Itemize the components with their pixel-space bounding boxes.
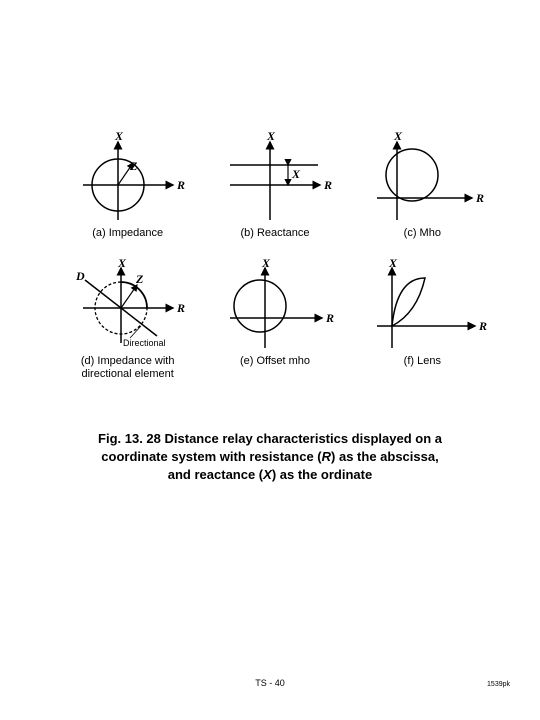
- subplot-c: X R (c) Mho: [355, 130, 490, 240]
- y-axis-label: X: [117, 258, 127, 270]
- figure-caption: Fig. 13. 28 Distance relay characteristi…: [40, 430, 500, 485]
- subplot-caption: (b) Reactance: [240, 227, 309, 240]
- caption-text: and reactance (: [168, 467, 263, 482]
- caption-text: coordinate system with resistance (: [101, 449, 321, 464]
- caption-text: Distance relay characteristics displayed…: [165, 431, 442, 446]
- subplot-b: X X R (b) Reactance: [207, 130, 342, 240]
- x-dist-label: X: [291, 167, 301, 181]
- mho-diagram: X R: [357, 130, 487, 225]
- x-axis-label: R: [475, 191, 484, 205]
- caption-text: ) as the ordinate: [272, 467, 372, 482]
- subplot-caption: (e) Offset mho: [240, 355, 310, 368]
- y-axis-label: X: [261, 258, 271, 270]
- caption-x: X: [263, 467, 272, 482]
- subplot-caption: (a) Impedance: [92, 227, 163, 240]
- impedance-diagram: Z X R: [63, 130, 193, 225]
- footer-code: 1539pk: [487, 681, 510, 688]
- x-axis-label: R: [478, 319, 487, 333]
- x-axis-label: R: [323, 178, 332, 192]
- x-axis-label: R: [176, 301, 185, 315]
- subplot-e: X R (e) Offset mho: [207, 258, 342, 381]
- reactance-diagram: X X R: [210, 130, 340, 225]
- z-label: Z: [135, 272, 144, 286]
- page-number: TS - 40: [255, 678, 285, 688]
- figure-grid: Z X R (a) Impedance X X R (b) Reactance: [60, 130, 490, 382]
- y-axis-label: X: [393, 130, 403, 143]
- x-axis-label: R: [176, 178, 185, 192]
- offset-mho-diagram: X R: [210, 258, 340, 353]
- subplot-d: Z D Directional X R (d) Impedance with d…: [60, 258, 195, 381]
- caption-r: R: [322, 449, 331, 464]
- lens-diagram: X R: [357, 258, 487, 353]
- subplot-f: X R (f) Lens: [355, 258, 490, 381]
- x-axis-label: R: [325, 311, 334, 325]
- y-axis-label: X: [388, 258, 398, 270]
- caption-text: ) as the abscissa,: [331, 449, 439, 464]
- directional-label: Directional: [123, 338, 166, 348]
- impedance-dir-diagram: Z D Directional X R: [63, 258, 193, 353]
- subplot-caption: (f) Lens: [404, 355, 441, 368]
- subplot-grid: Z X R (a) Impedance X X R (b) Reactance: [60, 130, 490, 382]
- z-label: Z: [129, 159, 138, 173]
- figure-number: Fig. 13. 28: [98, 431, 161, 446]
- subplot-a: Z X R (a) Impedance: [60, 130, 195, 240]
- y-axis-label: X: [266, 130, 276, 143]
- subplot-caption: (d) Impedance with directional element: [81, 355, 175, 381]
- subplot-caption: (c) Mho: [404, 227, 441, 240]
- y-axis-label: X: [114, 130, 124, 143]
- d-label: D: [75, 269, 85, 283]
